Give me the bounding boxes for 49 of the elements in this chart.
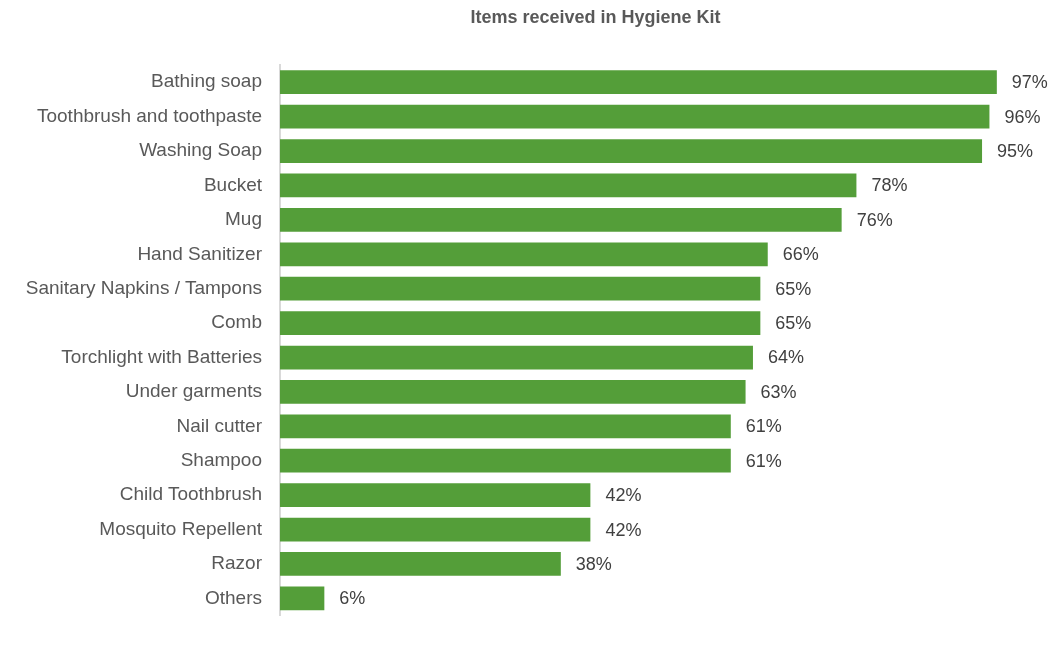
chart-title: Items received in Hygiene Kit	[470, 6, 721, 27]
y-tick-label: Washing Soap	[139, 139, 262, 161]
data-label: 76%	[856, 209, 893, 230]
bar	[280, 552, 561, 576]
bar	[280, 173, 857, 198]
data-label: 78%	[871, 175, 908, 196]
bar	[280, 517, 591, 542]
data-label: 97%	[1011, 72, 1048, 93]
data-label: 95%	[997, 141, 1034, 161]
bar	[280, 207, 842, 232]
y-tick-label: Razor	[211, 552, 263, 574]
y-tick-label: Mosquito Repellent	[99, 517, 263, 539]
bar	[280, 70, 997, 95]
bar	[280, 104, 990, 129]
bar	[280, 242, 768, 267]
y-tick-label: Bathing soap	[151, 70, 262, 92]
y-tick-label: Toothbrush and toothpaste	[36, 104, 262, 126]
data-label: 61%	[745, 450, 782, 471]
data-label: 6%	[339, 588, 366, 609]
data-label: 38%	[575, 553, 612, 574]
data-label: 65%	[775, 278, 812, 299]
data-label: 65%	[775, 313, 812, 334]
data-label: 64%	[767, 347, 804, 368]
data-label: 42%	[605, 519, 642, 540]
bar	[280, 483, 591, 508]
y-tick-label: Nail cutter	[176, 414, 263, 436]
bar	[280, 448, 731, 473]
bar	[280, 276, 761, 301]
y-tick-label: Torchlight with Batteries	[61, 345, 262, 367]
y-tick-label: Mug	[225, 208, 262, 230]
y-tick-label: Under garments	[125, 380, 262, 402]
bar	[280, 311, 761, 335]
data-label: 42%	[605, 485, 642, 506]
bar	[280, 380, 746, 404]
data-label: 61%	[745, 416, 782, 437]
y-tick-label: Others	[204, 586, 262, 608]
bar	[280, 586, 325, 611]
y-tick-label: Sanitary Napkins / Tampons	[25, 276, 262, 298]
bar	[280, 414, 731, 439]
y-tick-label: Hand Sanitizer	[137, 242, 263, 264]
data-label: 96%	[1004, 106, 1041, 127]
data-label: 66%	[782, 244, 819, 265]
data-label: 63%	[760, 381, 797, 402]
y-tick-label: Child Toothbrush	[119, 483, 262, 505]
y-tick-label: Shampoo	[180, 448, 262, 470]
y-tick-label: Comb	[211, 311, 262, 333]
bar	[280, 345, 753, 370]
y-tick-label: Bucket	[203, 173, 263, 195]
bar	[280, 139, 983, 163]
